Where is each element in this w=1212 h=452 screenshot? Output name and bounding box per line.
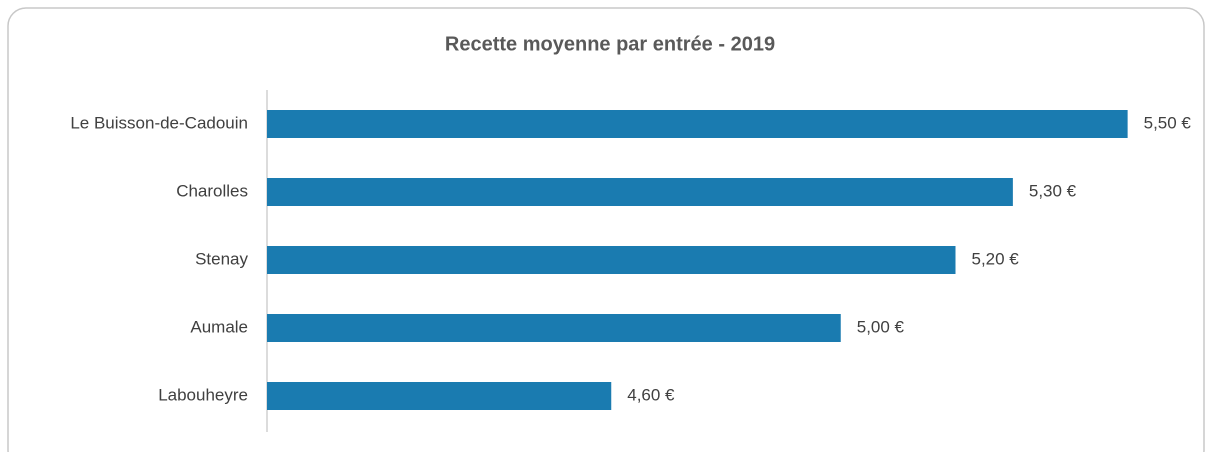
y-tick-label: Le Buisson-de-Cadouin [70, 113, 248, 132]
bar [267, 246, 956, 274]
data-label: 5,20 € [972, 249, 1020, 268]
bar [267, 382, 612, 410]
data-label: 5,30 € [1029, 181, 1077, 200]
chart-title: Recette moyenne par entrée - 2019 [445, 33, 775, 55]
data-label: 5,00 € [857, 317, 905, 336]
y-tick-label: Labouheyre [158, 385, 248, 404]
bar [267, 314, 841, 342]
y-tick-label: Aumale [190, 317, 248, 336]
y-tick-label: Stenay [195, 249, 248, 268]
data-label: 4,60 € [627, 385, 675, 404]
data-label: 5,50 € [1144, 113, 1192, 132]
bar [267, 178, 1013, 206]
y-tick-label: Charolles [176, 181, 248, 200]
bar [267, 110, 1128, 138]
